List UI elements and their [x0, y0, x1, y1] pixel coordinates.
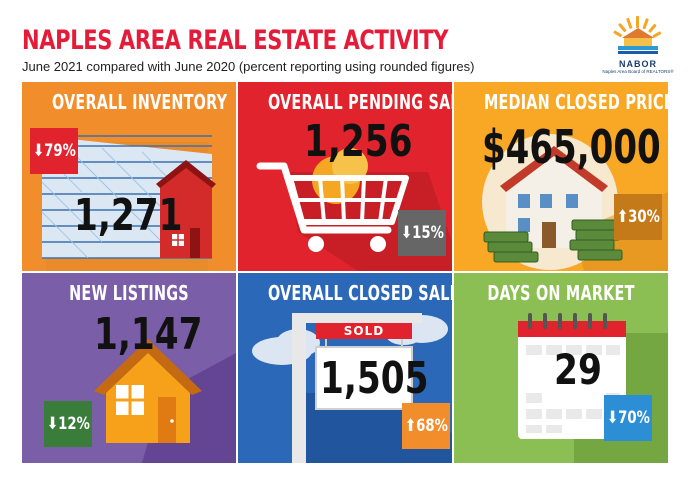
tile-title: MEDIAN CLOSED PRICE [483, 90, 668, 114]
tile-title: OVERALL CLOSED SALES [267, 281, 452, 305]
tile-title: NEW LISTINGS [69, 281, 189, 305]
down-arrow-icon: ⬇ [46, 414, 58, 434]
tile-new-listings: NEW LISTINGS 1,147 ⬇12% [22, 273, 236, 463]
closed-sales-change-badge: ⬆68% [402, 403, 450, 449]
pending-sales-value: 1,256 [304, 116, 413, 167]
house-icon [94, 339, 236, 463]
logo-name: NABOR [619, 59, 657, 69]
house-chart-icon [41, 135, 216, 271]
inventory-change-badge: ⬇79% [30, 128, 78, 174]
header: NAPLES AREA REAL ESTATE ACTIVITY June 20… [22, 25, 582, 75]
stats-grid: OVERALL INVENTORY 1,271 ⬇79% OVERALL PEN… [22, 82, 668, 463]
tile-title: DAYS ON MARKET [487, 281, 635, 305]
tile-days-on-market: DAYS ON MARKET 29 ⬇70% [454, 273, 668, 463]
change-value: 70% [617, 408, 650, 428]
change-value: 12% [57, 414, 90, 434]
tile-title: OVERALL PENDING SALES [267, 90, 452, 114]
median-price-value: $465,000 [482, 120, 661, 174]
change-value: 79% [43, 141, 76, 161]
down-arrow-icon: ⬇ [400, 223, 412, 243]
new-listings-value: 1,147 [94, 309, 203, 360]
down-arrow-icon: ⬇ [606, 408, 618, 428]
page-subtitle: June 2021 compared with June 2020 (perce… [22, 59, 475, 74]
house-money-icon [482, 134, 668, 271]
closed-sales-value: 1,505 [320, 353, 429, 404]
sold-sign-text: SOLD [343, 324, 385, 338]
median-price-change-badge: ⬆30% [614, 194, 662, 240]
new-listings-change-badge: ⬇12% [44, 401, 92, 447]
logo-tagline: Naples Area Board of REALTORS® [602, 69, 674, 74]
pending-sales-change-badge: ⬇15% [398, 210, 446, 256]
change-value: 30% [627, 207, 660, 227]
tile-overall-inventory: OVERALL INVENTORY 1,271 ⬇79% [22, 82, 236, 271]
days-on-market-value: 29 [554, 345, 602, 394]
days-on-market-change-badge: ⬇70% [604, 395, 652, 441]
change-value: 68% [415, 416, 448, 436]
up-arrow-icon: ⬆ [404, 416, 416, 436]
tile-median-closed-price: MEDIAN CLOSED PRICE $465,000 ⬆30% [454, 82, 668, 271]
up-arrow-icon: ⬆ [616, 207, 628, 227]
nabor-logo: NABOR Naples Area Board of REALTORS® [600, 14, 676, 78]
tile-overall-pending-sales: OVERALL PENDING SALES 1,256 ⬇15% [238, 82, 452, 271]
inventory-value: 1,271 [74, 190, 183, 241]
change-value: 15% [411, 223, 444, 243]
page-title: NAPLES AREA REAL ESTATE ACTIVITY [22, 25, 449, 56]
tile-title: OVERALL INVENTORY [51, 90, 228, 114]
down-arrow-icon: ⬇ [32, 141, 44, 161]
tile-overall-closed-sales: SOLD OVERALL CLOSED SALES 1,505 ⬆68% [238, 273, 452, 463]
sun-logo-icon [613, 16, 662, 54]
